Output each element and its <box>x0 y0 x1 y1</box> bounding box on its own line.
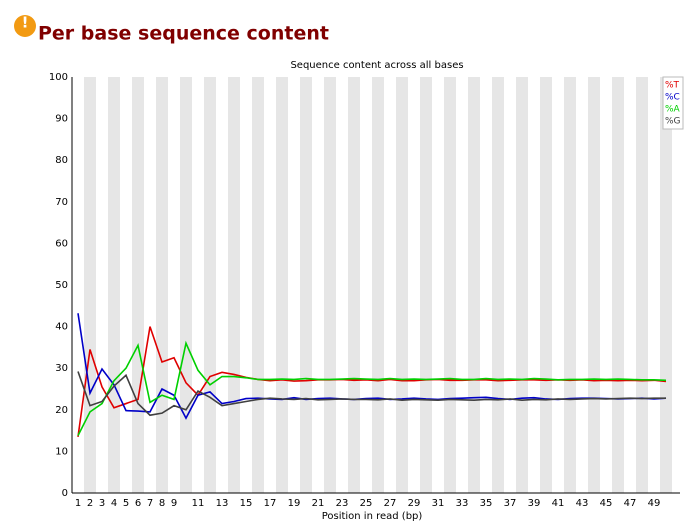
stripe <box>516 77 528 493</box>
x-tick-label: 23 <box>336 498 349 509</box>
series-line <box>77 340 667 436</box>
x-tick-label: 39 <box>528 498 541 509</box>
x-tick-label: 19 <box>288 498 301 509</box>
stripe <box>420 77 432 493</box>
x-tick-label: 2 <box>87 498 93 509</box>
stripe <box>228 77 240 493</box>
legend-label: %G <box>665 117 681 127</box>
x-tick-label: 47 <box>624 498 637 509</box>
x-tick-label: 7 <box>147 498 153 509</box>
stripe <box>564 77 576 493</box>
x-tick-label: 1 <box>75 498 81 509</box>
page-title: Per base sequence content <box>38 23 329 45</box>
stripe <box>324 77 336 493</box>
stripe <box>588 77 600 493</box>
x-tick-label: 31 <box>432 498 445 509</box>
stripe <box>444 77 456 493</box>
stripe <box>660 77 672 493</box>
y-tick-label: 90 <box>55 114 68 125</box>
x-tick-label: 33 <box>456 498 469 509</box>
stripe <box>276 77 288 493</box>
legend-label: %C <box>665 93 680 103</box>
legend-label: %A <box>665 105 681 115</box>
stripe <box>612 77 624 493</box>
y-tick-label: 30 <box>55 363 68 374</box>
x-tick-label: 45 <box>600 498 613 509</box>
warning-icon <box>14 15 36 37</box>
legend-label: %T <box>665 81 680 91</box>
stripe <box>468 77 480 493</box>
y-tick-label: 50 <box>55 280 68 291</box>
stripe <box>396 77 408 493</box>
stripe <box>540 77 552 493</box>
legend-box <box>662 76 684 130</box>
stripe <box>132 77 144 493</box>
y-tick-label: 60 <box>55 238 68 249</box>
x-tick-label: 41 <box>552 498 565 509</box>
x-tick-label: 43 <box>576 498 589 509</box>
x-tick-label: 35 <box>480 498 493 509</box>
stripe <box>252 77 264 493</box>
stripes <box>84 77 672 493</box>
x-axis-label: Position in read (bp) <box>322 511 423 522</box>
stripe <box>348 77 360 493</box>
warning-mark: ! <box>22 14 29 32</box>
y-tick-label: 100 <box>49 72 68 83</box>
y-tick-label: 20 <box>55 405 68 416</box>
x-tick-label: 6 <box>135 498 141 509</box>
stripe <box>204 77 216 493</box>
chart-title: Sequence content across all bases <box>290 60 463 71</box>
y-tick-label: 40 <box>55 322 68 333</box>
x-tick-label: 11 <box>192 498 205 509</box>
stripe <box>300 77 312 493</box>
x-tick-label: 4 <box>111 498 117 509</box>
x-tick-label: 49 <box>648 498 661 509</box>
series-line <box>77 371 666 417</box>
x-tick-label: 5 <box>123 498 129 509</box>
x-tick-label: 25 <box>360 498 373 509</box>
x-tick-label: 9 <box>171 498 177 509</box>
stripe <box>84 77 96 493</box>
x-tick-label: 17 <box>264 498 277 509</box>
stripe <box>492 77 504 493</box>
stripe <box>156 77 168 493</box>
y-tick-label: 70 <box>55 197 68 208</box>
y-tick-label: 80 <box>55 155 68 166</box>
x-tick-label: 21 <box>312 498 325 509</box>
x-tick-label: 27 <box>384 498 397 509</box>
x-tick-label: 29 <box>408 498 421 509</box>
x-tick-label: 8 <box>159 498 165 509</box>
stripe <box>180 77 192 493</box>
stripe <box>372 77 384 493</box>
y-tick-label: 10 <box>55 446 68 457</box>
stripe <box>636 77 648 493</box>
x-tick-label: 37 <box>504 498 517 509</box>
stripe <box>108 77 120 493</box>
x-tick-label: 3 <box>99 498 105 509</box>
x-tick-label: 15 <box>240 498 253 509</box>
y-tick-label: 0 <box>62 488 68 499</box>
x-tick-label: 13 <box>216 498 229 509</box>
